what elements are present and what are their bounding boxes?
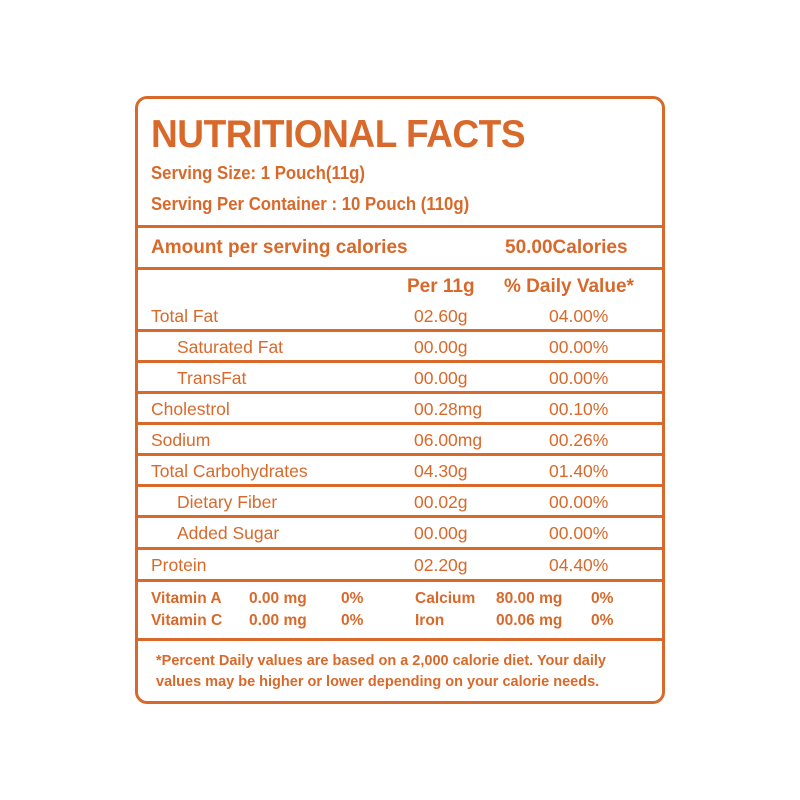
mineral-name: Iron [415,612,445,629]
servings-per-container: Serving Per Container : 10 Pouch (110g) [151,194,470,214]
divider [138,422,662,425]
vitamin-daily: 0% [341,590,364,607]
nutrient-name: Total Carbohydrates [151,461,308,481]
nutrient-daily-value: 00.00% [549,337,609,357]
divider [138,225,662,228]
divider [138,638,662,641]
footnote-line: values may be higher or lower depending … [156,674,600,690]
mineral-daily: 0% [591,590,614,607]
nutrient-daily-value: 00.10% [549,399,609,419]
nutrient-name: Added Sugar [177,523,280,543]
nutrient-row: Saturated Fat 00.00g 00.00% [138,332,662,360]
nutrient-daily-value: 00.00% [549,523,609,543]
nutrient-name: Sodium [151,430,211,450]
divider [138,515,662,518]
divider [138,391,662,394]
nutrient-amount: 06.00mg [414,430,483,450]
nutrient-name: TransFat [177,368,247,388]
vitamin-name: Vitamin C [151,612,223,629]
nutrient-amount: 00.00g [414,368,468,388]
mineral-amount: 00.06 mg [496,612,563,629]
nutrient-name: Total Fat [151,306,219,326]
vitamin-amount: 0.00 mg [249,590,307,607]
column-header-daily-value: % Daily Value* [504,276,634,297]
mineral-name: Calcium [415,590,476,607]
nutrient-daily-value: 04.00% [549,306,609,326]
nutrient-name: Protein [151,555,207,575]
divider [138,484,662,487]
calories-label: Amount per serving calories [151,237,408,258]
nutrition-facts-label: NUTRITIONAL FACTS Serving Size: 1 Pouch(… [135,96,665,704]
divider [138,547,662,550]
footnote-line: *Percent Daily values are based on a 2,0… [156,653,606,669]
nutrient-amount: 00.28mg [414,399,483,419]
calories-value: 50.00Calories [505,237,628,258]
nutrient-amount: 02.20g [414,555,468,575]
divider [138,453,662,456]
nutrient-daily-value: 04.40% [549,555,609,575]
divider [138,360,662,363]
nutrient-daily-value: 00.26% [549,430,609,450]
nutrient-amount: 00.00g [414,337,468,357]
nutrient-row: Cholestrol 00.28mg 00.10% [138,394,662,422]
nutrient-row: Dietary Fiber 00.02g 00.00% [138,487,662,515]
nutrient-daily-value: 00.00% [549,492,609,512]
nutrient-row: Added Sugar 00.00g 00.00% [138,518,662,546]
nutrient-amount: 02.60g [414,306,468,326]
divider [138,579,662,582]
vitamin-daily: 0% [341,612,364,629]
divider [138,329,662,332]
nutrient-row: Protein 02.20g 04.40% [138,550,662,578]
nutrient-daily-value: 01.40% [549,461,609,481]
mineral-amount: 80.00 mg [496,590,563,607]
nutrient-row: Sodium 06.00mg 00.26% [138,425,662,453]
vitamin-amount: 0.00 mg [249,612,307,629]
label-title: NUTRITIONAL FACTS [151,113,526,156]
nutrient-row: Total Carbohydrates 04.30g 01.40% [138,456,662,484]
serving-size: Serving Size: 1 Pouch(11g) [151,163,365,183]
nutrient-row: TransFat 00.00g 00.00% [138,363,662,391]
nutrient-amount: 04.30g [414,461,468,481]
vitamin-name: Vitamin A [151,590,222,607]
column-header-per: Per 11g [407,276,475,297]
nutrient-daily-value: 00.00% [549,368,609,388]
nutrient-name: Cholestrol [151,399,230,419]
nutrient-name: Saturated Fat [177,337,284,357]
divider [138,267,662,270]
nutrient-name: Dietary Fiber [177,492,278,512]
nutrient-amount: 00.00g [414,523,468,543]
mineral-daily: 0% [591,612,614,629]
nutrient-row: Total Fat 02.60g 04.00% [138,301,662,329]
nutrient-amount: 00.02g [414,492,468,512]
